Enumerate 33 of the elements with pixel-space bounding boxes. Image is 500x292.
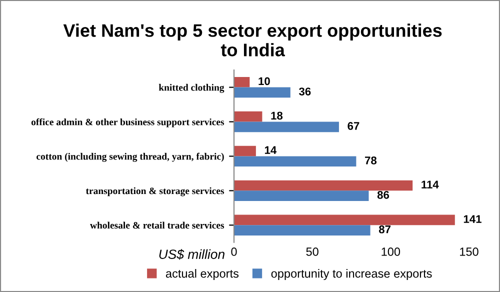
data-label: 141 — [464, 215, 482, 223]
bar — [234, 76, 250, 88]
data-label: 18 — [271, 112, 283, 120]
bar — [234, 111, 262, 122]
bar — [234, 87, 290, 98]
data-label: 114 — [422, 180, 439, 188]
y-tick-label: cotton (including sewing thread, yarn, fabric) — [36, 152, 224, 162]
bar — [234, 190, 369, 202]
x-tick-label: 50 — [306, 248, 318, 256]
y-tick-label: wholesale & retail trade services — [90, 222, 224, 229]
x-tick-label: 0 — [231, 248, 237, 256]
bar — [234, 180, 413, 191]
bar — [234, 146, 256, 156]
y-tick-label: knitted clothing — [158, 84, 224, 93]
legend-label: opportunity to increase exports — [271, 269, 432, 280]
x-tick-label: 100 — [382, 248, 400, 256]
data-label: 87 — [378, 225, 391, 234]
legend-label: actual exports — [166, 269, 239, 280]
data-label: 78 — [365, 156, 377, 164]
chart-title: Viet Nam's top 5 sector export opportunities to India — [63, 24, 442, 56]
data-label: 67 — [348, 122, 360, 130]
x-tick-label: 150 — [460, 248, 478, 256]
data-label: 36 — [298, 88, 311, 96]
bar — [234, 225, 370, 236]
y-tick-label: office admin & other business support services — [31, 118, 224, 128]
data-label: 14 — [264, 146, 277, 154]
y-tick-label: transportation & storage services — [86, 187, 224, 196]
bar — [234, 156, 356, 167]
x-axis-title: US$ million — [159, 249, 224, 260]
bar — [234, 122, 339, 132]
data-label: 10 — [258, 77, 270, 86]
bar — [234, 214, 455, 226]
data-label: 86 — [377, 190, 390, 199]
